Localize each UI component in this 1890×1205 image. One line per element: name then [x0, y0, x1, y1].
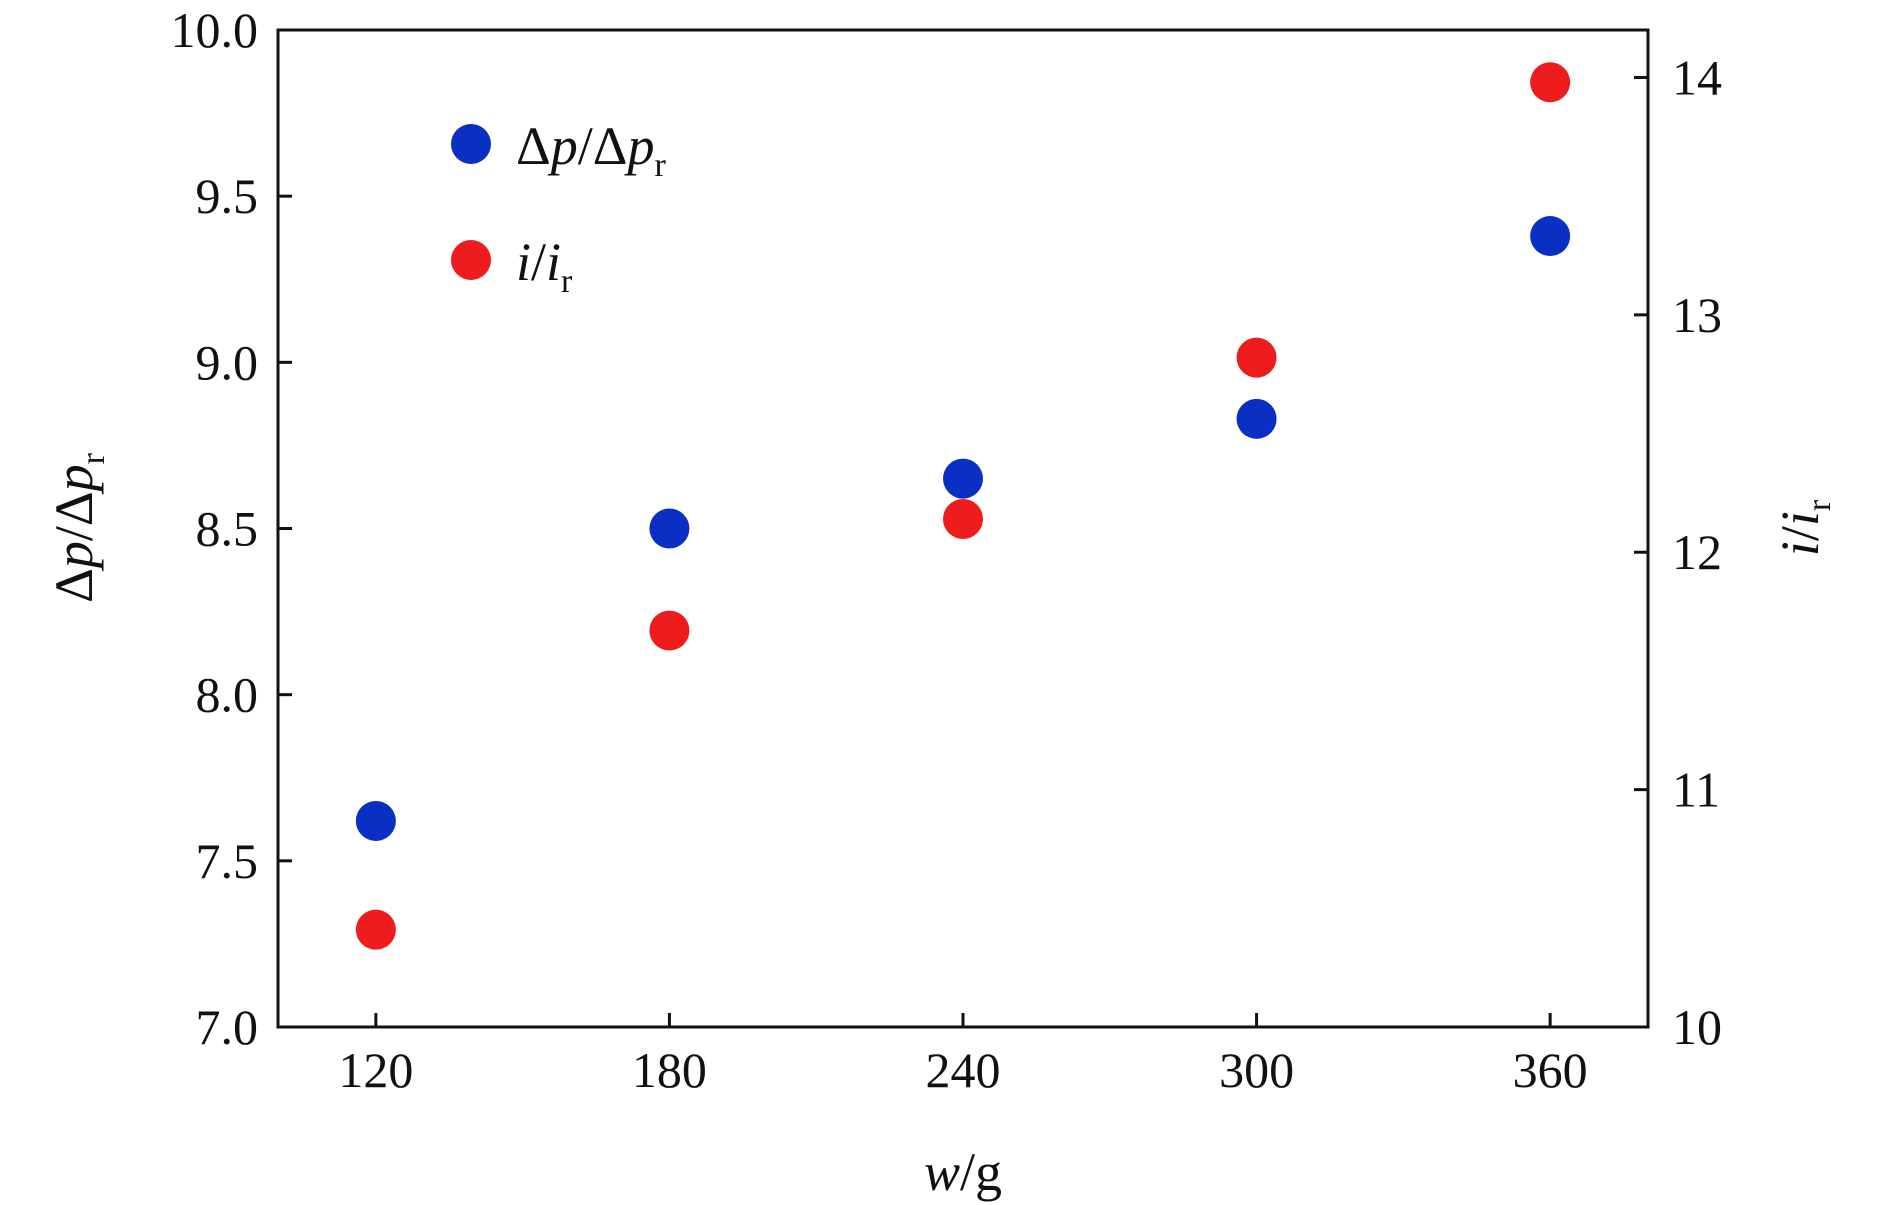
i-ratio-point: [355, 909, 396, 950]
left-y-tick-label: 7.0: [196, 999, 259, 1055]
i-ratio-point: [943, 499, 983, 540]
delta-p-point: [649, 508, 690, 549]
right-y-tick-label: 11: [1672, 762, 1720, 818]
right-y-axis-ticks: 10 11 12 13 14: [1634, 49, 1722, 1055]
left-y-axis-title: Δp/Δpr: [44, 452, 112, 602]
left-y-tick-label: 9.5: [196, 168, 259, 224]
i-ratio-point: [1236, 337, 1277, 378]
i-ratio-point: [1530, 62, 1571, 103]
delta-p-point: [943, 458, 983, 499]
x-tick-label: 360: [1513, 1042, 1588, 1098]
delta-p-point: [355, 800, 396, 841]
left-y-tick-label: 8.0: [196, 667, 259, 723]
right-y-tick-label: 13: [1672, 287, 1722, 343]
x-axis-title: w/g: [924, 1142, 1002, 1202]
i-ratio-point: [649, 610, 690, 651]
right-y-axis-title: i/ir: [1770, 499, 1838, 556]
legend-label-i: i/ir: [516, 232, 573, 300]
data-points: [355, 62, 1571, 950]
legend: Δp/Δpr i/ir: [451, 116, 666, 300]
right-y-tick-label: 12: [1672, 524, 1722, 580]
left-y-tick-label: 10.0: [171, 2, 259, 58]
right-y-tick-label: 10: [1672, 999, 1722, 1055]
left-y-tick-label: 8.5: [196, 501, 259, 557]
x-axis-ticks: 120 180 240 300 360: [338, 1013, 1588, 1098]
legend-label-delta-p: Δp/Δpr: [516, 116, 666, 184]
left-y-axis-ticks: 7.0 7.5 8.0 8.5 9.0 9.5 10.0: [171, 2, 292, 1055]
x-tick-label: 240: [926, 1042, 1001, 1098]
delta-p-point: [1236, 398, 1277, 439]
x-tick-label: 120: [338, 1042, 413, 1098]
x-tick-label: 180: [632, 1042, 707, 1098]
left-y-tick-label: 7.5: [196, 833, 259, 889]
right-y-tick-label: 14: [1672, 49, 1722, 105]
left-y-tick-label: 9.0: [196, 334, 259, 390]
legend-marker-i: [451, 240, 491, 280]
x-tick-label: 300: [1219, 1042, 1294, 1098]
delta-p-point: [1530, 216, 1571, 257]
legend-marker-delta-p: [451, 124, 491, 164]
